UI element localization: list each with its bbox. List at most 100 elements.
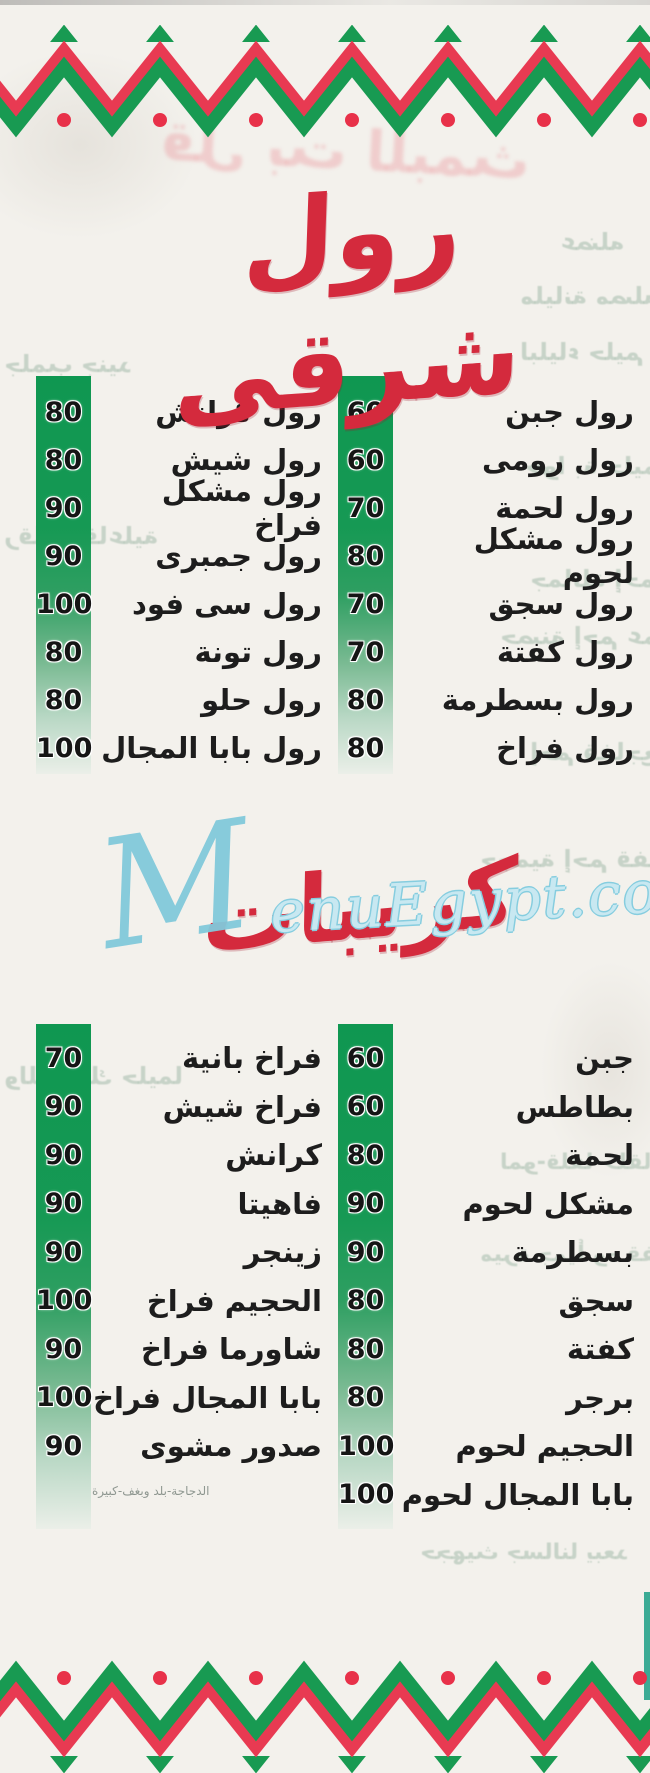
menu-item-row: 90 كرانش [36, 1131, 328, 1180]
item-price: 100 [36, 1382, 93, 1414]
item-price: 60 [346, 1091, 385, 1123]
item-price: 80 [346, 1382, 385, 1414]
price-strip [338, 1024, 393, 1529]
item-name: رول سجق [488, 587, 634, 621]
item-name: بابا المجال فراخ [93, 1380, 322, 1415]
item-price: 100 [338, 1430, 395, 1462]
menu-item-row: 90 شاورما فراخ [36, 1325, 328, 1374]
item-name: بابا المجال لحوم [401, 1477, 635, 1512]
menu-item-row: 60 رول رومى [338, 436, 640, 484]
price-strip [36, 376, 91, 774]
menu-item-row: 80 رول شيش [36, 436, 328, 484]
item-name: كرانش [225, 1138, 322, 1173]
border-dots [57, 1671, 647, 1685]
menu-item-row: 80 رول كرانش [36, 388, 328, 436]
section-title-eastern-roll: رول شرقى [172, 163, 523, 441]
menu-item-row: 80 رول مشكل لحوم [338, 522, 640, 590]
item-price: 80 [44, 684, 83, 716]
menu-item-row: 100 رول سى فود [36, 580, 328, 628]
menu-item-row: 100 الحجيم لحوم [338, 1422, 640, 1471]
item-price: 80 [346, 684, 385, 716]
item-price: 70 [346, 636, 385, 668]
menu-item-row: 80 لحمة [338, 1131, 640, 1180]
menu-item-row: 90 رول جمبرى [36, 532, 328, 580]
item-name: رول كفتة [496, 635, 635, 669]
item-name: رول جبن [505, 395, 634, 429]
zigzag-border-top [0, 25, 650, 138]
price-strip [338, 376, 393, 774]
item-name: رول جمبرى [155, 539, 322, 573]
item-price: 100 [36, 732, 93, 764]
item-name: مشكل لحوم [462, 1186, 634, 1221]
item-price: 90 [44, 1430, 83, 1462]
menu-item-row: 100 بابا المجال فراخ [36, 1374, 328, 1423]
item-price: 80 [44, 444, 83, 476]
item-price: 80 [346, 1333, 385, 1365]
menu-column-left: 80 رول كرانش 80 رول شيش 90 رول مشكل فراخ… [36, 388, 328, 772]
menu-item-row: 60 جبن [338, 1034, 640, 1083]
item-name: رول لحمة [495, 491, 634, 525]
item-price: 70 [346, 588, 385, 620]
menu-item-row: 100 رول بابا المجال [36, 724, 328, 772]
item-name: بسطرمة [511, 1235, 635, 1270]
item-name: رول كرانش [155, 395, 322, 429]
menu-item-row: 80 رول حلو [36, 676, 328, 724]
zigzag-border-bottom [0, 1660, 650, 1773]
scan-edge-line [0, 0, 650, 5]
item-price: 80 [346, 540, 385, 572]
item-name: رول تونة [194, 635, 322, 669]
item-name: رول حلو [201, 683, 322, 717]
menu-item-row: 100 بابا المجال لحوم [338, 1471, 640, 1520]
menu-item-row: 80 سجق [338, 1277, 640, 1326]
menu-item-row: 90 بسطرمة [338, 1228, 640, 1277]
menu-item-row: 80 رول بسطرمة [338, 676, 640, 724]
menu-column-right: 60 جبن 60 بطاطس 80 لحمة 90 مشكل لحوم 90 … [338, 1034, 640, 1519]
menu-item-row: 90 مشكل لحوم [338, 1180, 640, 1229]
menu-item-row: 90 رول مشكل فراخ [36, 474, 328, 542]
menu-item-row: 80 برجر [338, 1374, 640, 1423]
price-strip [36, 1024, 91, 1529]
menu-item-row: 90 صدور مشوى [36, 1422, 328, 1471]
page-edge-mark [644, 1592, 650, 1700]
item-name: شاورما فراخ [141, 1332, 322, 1367]
item-price: 90 [44, 1333, 83, 1365]
item-name: رول رومى [482, 443, 635, 477]
item-name: رول مشكل لحوم [473, 522, 635, 590]
item-name: فراخ شيش [162, 1089, 323, 1124]
item-name: لحمة [565, 1138, 634, 1173]
section-title-crepes: كريبات [201, 837, 519, 976]
item-price: 90 [44, 1236, 83, 1268]
item-price: 80 [44, 636, 83, 668]
item-name: رول بسطرمة [441, 683, 635, 717]
item-price: 60 [346, 444, 385, 476]
item-name: برجر [566, 1380, 634, 1415]
item-price: 90 [44, 1188, 83, 1220]
item-name: رول شيش [170, 443, 323, 477]
item-name: بطاطس [515, 1089, 635, 1124]
item-name: زينجر [243, 1235, 323, 1270]
menu-item-row: 80 رول فراخ [338, 724, 640, 772]
item-price: 90 [346, 1236, 385, 1268]
menu-item-row: 90 فراخ شيش [36, 1083, 328, 1132]
menu-item-row: 60 رول جبن [338, 388, 640, 436]
menu-item-row: 80 كفتة [338, 1325, 640, 1374]
item-name: رول سى فود [132, 587, 323, 621]
menu-column-left: 70 فراخ بانية 90 فراخ شيش 90 كرانش 90 فا… [36, 1034, 328, 1471]
item-name: سجق [558, 1283, 634, 1318]
item-price: 100 [36, 588, 93, 620]
item-price: 90 [44, 492, 83, 524]
menu-item-row: 70 فراخ بانية [36, 1034, 328, 1083]
item-price: 60 [346, 396, 385, 428]
item-price: 90 [346, 1188, 385, 1220]
border-dots [57, 113, 647, 127]
item-name: جبن [575, 1041, 634, 1076]
item-name: رول فراخ [496, 731, 634, 765]
item-price: 80 [346, 1139, 385, 1171]
item-name: رول مشكل فراخ [161, 474, 323, 542]
bleed-through-note: الدجاجة-بلد وبغف-كبيرة [92, 1484, 210, 1498]
item-name: الحجيم فراخ [146, 1283, 323, 1318]
item-price: 70 [44, 1042, 83, 1074]
menu-item-row: 60 بطاطس [338, 1083, 640, 1132]
item-price: 80 [44, 396, 83, 428]
